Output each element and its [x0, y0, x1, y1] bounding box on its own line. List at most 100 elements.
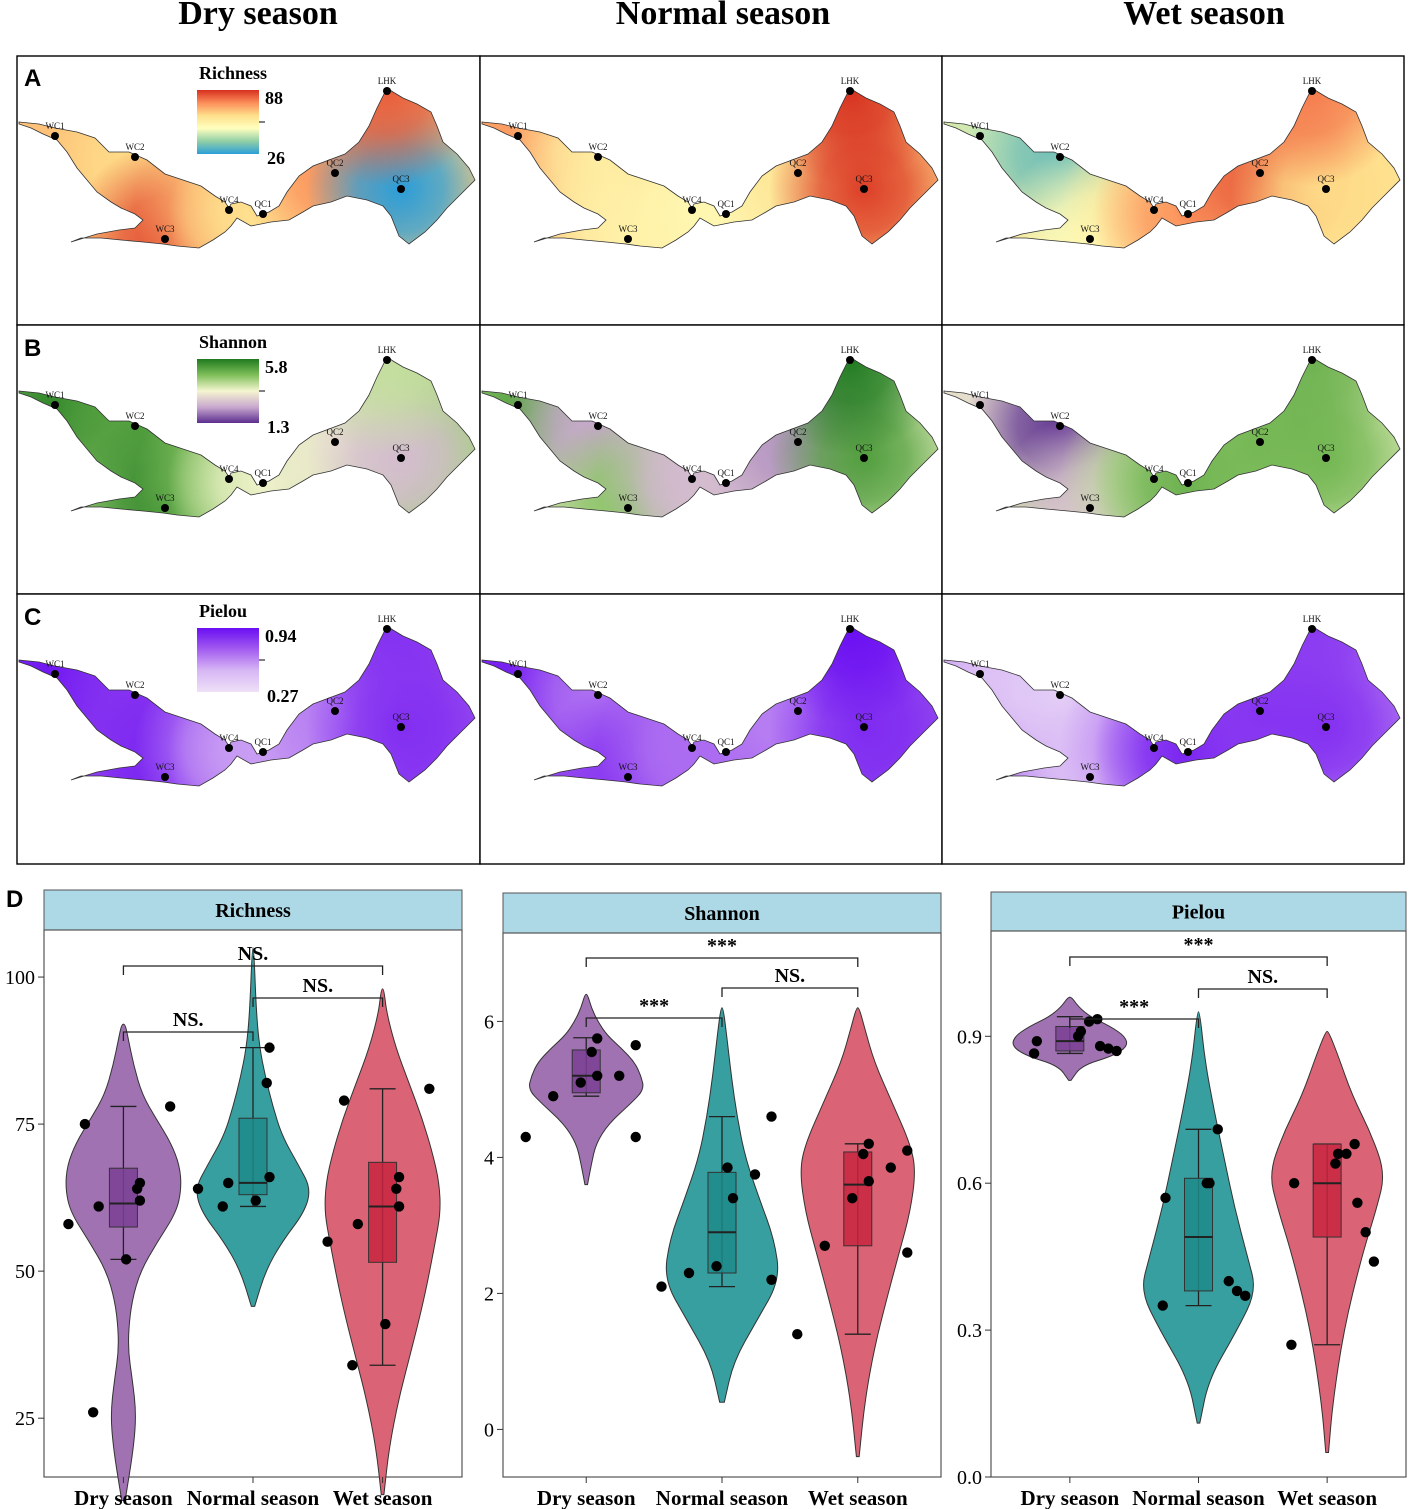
data-point	[885, 1162, 896, 1173]
legend-max: 88	[265, 88, 283, 108]
site-label-wc2: WC2	[1051, 142, 1070, 152]
y-tick-label: 0.0	[957, 1467, 982, 1489]
data-point	[1157, 1300, 1168, 1311]
data-point	[1223, 1275, 1234, 1287]
significance-bracket: NS.	[721, 965, 859, 997]
significance-label: NS.	[775, 965, 806, 987]
map-shannon-wet: WC1 WC2 WC3 WC4 QC1 QC2 QC3 LHK	[941, 324, 1405, 595]
site-label-wc3: WC3	[156, 224, 175, 234]
x-tick-label: Dry season	[74, 1486, 173, 1509]
site-wc1-marker	[514, 132, 522, 140]
data-point	[1360, 1226, 1371, 1238]
data-point	[1231, 1285, 1243, 1297]
significance-label: NS.	[173, 1009, 204, 1031]
site-qc3-marker	[397, 185, 405, 193]
panel-letter-d: D	[6, 886, 23, 913]
site-label-qc3: QC3	[1317, 712, 1335, 722]
y-tick-label: 4	[484, 1147, 494, 1169]
site-label-qc1: QC1	[1179, 468, 1196, 478]
significance-label: NS.	[1248, 966, 1279, 988]
data-point	[87, 1407, 99, 1418]
site-qc2-marker	[1256, 438, 1264, 446]
x-tick-label: Normal season	[187, 1486, 320, 1509]
site-qc2-marker	[331, 438, 339, 446]
site-label-lhk: LHK	[841, 614, 860, 624]
site-label-qc3: QC3	[1317, 443, 1335, 453]
data-point	[1111, 1045, 1122, 1057]
data-point	[93, 1201, 104, 1212]
site-qc1-marker	[722, 479, 730, 487]
y-tick-label: 100	[5, 967, 35, 989]
data-point	[727, 1193, 739, 1204]
map-pielou-wet: WC1 WC2 WC3 WC4 QC1 QC2 QC3 LHK	[941, 593, 1405, 865]
site-label-wc2: WC2	[126, 411, 145, 421]
x-tick-label: Wet season	[333, 1486, 433, 1509]
site-label-lhk: LHK	[841, 345, 860, 355]
site-qc3-marker	[397, 454, 405, 462]
data-point	[847, 1193, 858, 1204]
site-label-wc1: WC1	[46, 659, 65, 669]
site-label-qc2: QC2	[326, 158, 343, 168]
y-tick-label: 50	[15, 1261, 35, 1283]
site-qc2-marker	[331, 707, 339, 715]
site-qc2-marker	[794, 438, 802, 446]
site-qc1-marker	[1184, 748, 1192, 756]
data-point	[134, 1177, 146, 1189]
data-point	[592, 1033, 603, 1044]
data-point	[79, 1118, 91, 1130]
site-wc2-marker	[594, 153, 602, 161]
site-label-qc2: QC2	[789, 696, 806, 706]
data-point	[1330, 1158, 1341, 1169]
site-wc4-marker	[1150, 475, 1158, 483]
facet-strip	[43, 889, 463, 931]
data-point	[1103, 1043, 1114, 1054]
map-shannon-normal: WC1 WC2 WC3 WC4 QC1 QC2 QC3 LHK	[479, 324, 943, 595]
data-point	[164, 1101, 176, 1112]
site-qc1-marker	[259, 748, 267, 756]
site-wc4-marker	[1150, 206, 1158, 214]
site-qc1-marker	[1184, 210, 1192, 218]
site-lhk-marker	[383, 87, 391, 95]
site-wc1-marker	[514, 670, 522, 678]
significance-bracket: NS.	[122, 943, 384, 975]
site-wc2-marker	[131, 422, 139, 430]
data-point	[766, 1274, 777, 1286]
site-wc4-marker	[225, 206, 233, 214]
y-tick-label: 0.6	[957, 1173, 982, 1195]
site-label-qc3: QC3	[855, 712, 873, 722]
x-tick-label: Dry season	[1021, 1486, 1120, 1509]
site-label-lhk: LHK	[378, 345, 397, 355]
site-label-qc1: QC1	[254, 468, 271, 478]
significance-label: ***	[707, 935, 737, 957]
site-label-wc3: WC3	[619, 493, 638, 503]
series-normal	[1143, 1011, 1254, 1424]
data-point	[1286, 1339, 1297, 1350]
site-qc3-marker	[1322, 454, 1330, 462]
panel-letter-b: B	[24, 335, 41, 362]
site-label-qc2: QC2	[1251, 696, 1268, 706]
season-header-dry: Dry season	[178, 0, 338, 32]
site-lhk-marker	[1308, 625, 1316, 633]
site-qc3-marker	[397, 723, 405, 731]
data-point	[902, 1145, 913, 1156]
site-label-wc2: WC2	[589, 142, 608, 152]
season-header-wet: Wet season	[1123, 0, 1285, 32]
y-tick-label: 25	[15, 1408, 35, 1430]
data-point	[1288, 1177, 1300, 1189]
site-label-wc2: WC2	[589, 680, 608, 690]
data-point	[380, 1318, 391, 1330]
site-wc3-marker	[624, 773, 632, 781]
y-tick-label: 6	[484, 1011, 494, 1033]
x-tick-label: Normal season	[1132, 1486, 1265, 1509]
site-label-wc4: WC4	[1145, 195, 1164, 205]
series-wet	[792, 1007, 915, 1458]
site-wc1-marker	[976, 670, 984, 678]
map-pielou-normal: WC1 WC2 WC3 WC4 QC1 QC2 QC3 LHK	[479, 593, 943, 865]
site-label-wc4: WC4	[220, 733, 239, 743]
map-pielou-dry: WC1 WC2 WC3 WC4 QC1 QC2 QC3 LHK Pielou 0.94 0.27	[16, 593, 481, 865]
facet-title: Richness	[215, 900, 291, 922]
site-label-qc3: QC3	[392, 712, 410, 722]
data-point	[902, 1247, 913, 1258]
x-tick-label: Normal season	[656, 1486, 789, 1509]
significance-label: ***	[639, 995, 669, 1017]
